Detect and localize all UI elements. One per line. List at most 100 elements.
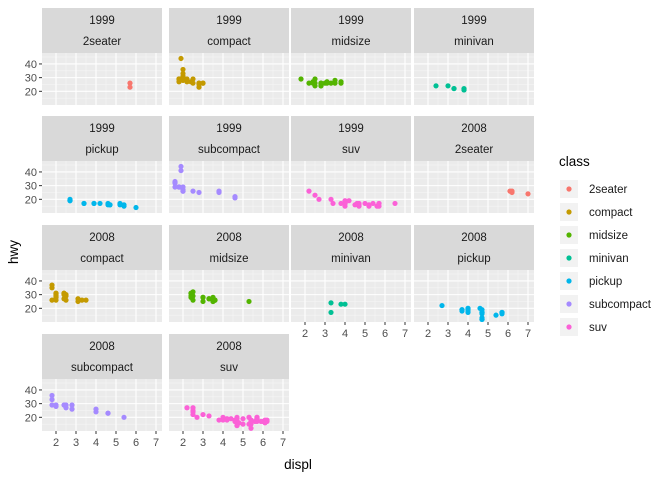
data-point — [180, 184, 186, 190]
x-tick-label: 6 — [260, 437, 266, 449]
facet-class-label: pickup — [457, 253, 490, 265]
facet-class-label: suv — [342, 144, 360, 156]
legend-entry-label: compact — [589, 207, 633, 219]
y-tick-label: 40 — [25, 276, 37, 288]
facet-strip — [414, 225, 534, 270]
data-point — [316, 196, 322, 202]
facet-plot-area — [169, 161, 289, 213]
data-point — [216, 189, 222, 196]
data-point — [190, 297, 196, 303]
facet-plot-area — [414, 53, 534, 105]
data-point — [206, 296, 212, 302]
data-point — [392, 200, 398, 207]
facet-plot-area — [291, 270, 411, 322]
facet-class-label: minivan — [454, 36, 494, 48]
data-point — [234, 422, 240, 429]
facet-strip — [291, 8, 411, 53]
facet-strip — [42, 225, 162, 270]
facet-year-label: 1999 — [216, 15, 242, 27]
data-point — [53, 290, 59, 296]
y-tick-label: 30 — [25, 290, 37, 302]
data-point — [328, 80, 334, 86]
data-point — [176, 79, 182, 85]
data-point — [91, 200, 97, 207]
facet-year-label: 2008 — [216, 341, 242, 353]
data-point — [328, 309, 334, 316]
data-point — [465, 307, 471, 313]
data-point — [509, 189, 515, 196]
facet-strip — [169, 116, 289, 161]
data-point — [49, 392, 55, 399]
facet-plot-area — [169, 379, 289, 431]
legend-key-point — [566, 278, 572, 284]
facet-plot-area — [291, 161, 411, 213]
data-point — [97, 200, 103, 207]
data-point — [240, 416, 246, 422]
data-point — [332, 80, 338, 86]
x-tick-label: 6 — [382, 328, 388, 340]
data-point — [133, 204, 139, 211]
legend-key-point — [566, 209, 572, 215]
y-tick-label: 40 — [25, 167, 37, 179]
x-tick-label: 7 — [280, 437, 286, 449]
data-point — [105, 202, 111, 208]
data-point — [190, 405, 196, 411]
x-tick-label: 2 — [425, 328, 431, 340]
legend-entry-label: midsize — [589, 230, 628, 242]
data-point — [190, 289, 196, 295]
data-point — [93, 406, 99, 412]
data-point — [362, 200, 368, 207]
data-point — [176, 184, 182, 190]
legend-key-point — [566, 186, 572, 192]
x-tick-label: 5 — [113, 437, 119, 449]
facet-strip — [169, 8, 289, 53]
x-axis-title: displ — [284, 457, 312, 472]
data-point — [346, 198, 352, 204]
x-tick-label: 3 — [445, 328, 451, 340]
legend-entry-label: suv — [589, 322, 607, 334]
data-point — [232, 193, 238, 200]
data-point — [200, 294, 206, 300]
x-tick-label: 7 — [525, 328, 531, 340]
data-point — [180, 70, 186, 77]
data-point — [328, 196, 334, 202]
data-point — [121, 202, 127, 208]
x-tick-label: 3 — [73, 437, 79, 449]
data-point — [190, 293, 196, 299]
facet-plot-area — [291, 53, 411, 105]
x-tick-label: 2 — [180, 437, 186, 449]
x-tick-label: 5 — [362, 328, 368, 340]
data-point — [306, 80, 312, 86]
data-point — [376, 200, 382, 207]
data-point — [232, 418, 238, 425]
data-point — [200, 298, 206, 305]
facet-plot-area — [169, 270, 289, 322]
data-point — [53, 403, 59, 409]
data-point — [190, 411, 196, 418]
facet-plot-area — [414, 270, 534, 322]
facet-strip — [414, 8, 534, 53]
facet-year-label: 1999 — [338, 123, 364, 135]
y-tick-label: 30 — [25, 399, 37, 411]
data-point — [200, 411, 206, 418]
x-tick-label: 2 — [302, 328, 308, 340]
x-tick-label: 2 — [53, 437, 59, 449]
data-point — [433, 83, 439, 89]
facet-plot-area — [42, 379, 162, 431]
data-point — [178, 163, 184, 170]
data-point — [206, 413, 212, 419]
facet-plot-area — [414, 161, 534, 213]
data-point — [105, 410, 111, 416]
facet-class-label: pickup — [85, 144, 118, 156]
data-point — [184, 76, 190, 82]
data-point — [310, 80, 316, 86]
data-point — [262, 420, 268, 426]
data-point — [200, 80, 206, 86]
y-tick-label: 30 — [25, 181, 37, 193]
x-tick-label: 4 — [342, 328, 348, 340]
x-tick-label: 7 — [153, 437, 159, 449]
data-point — [190, 188, 196, 194]
legend-key-point — [566, 255, 572, 261]
